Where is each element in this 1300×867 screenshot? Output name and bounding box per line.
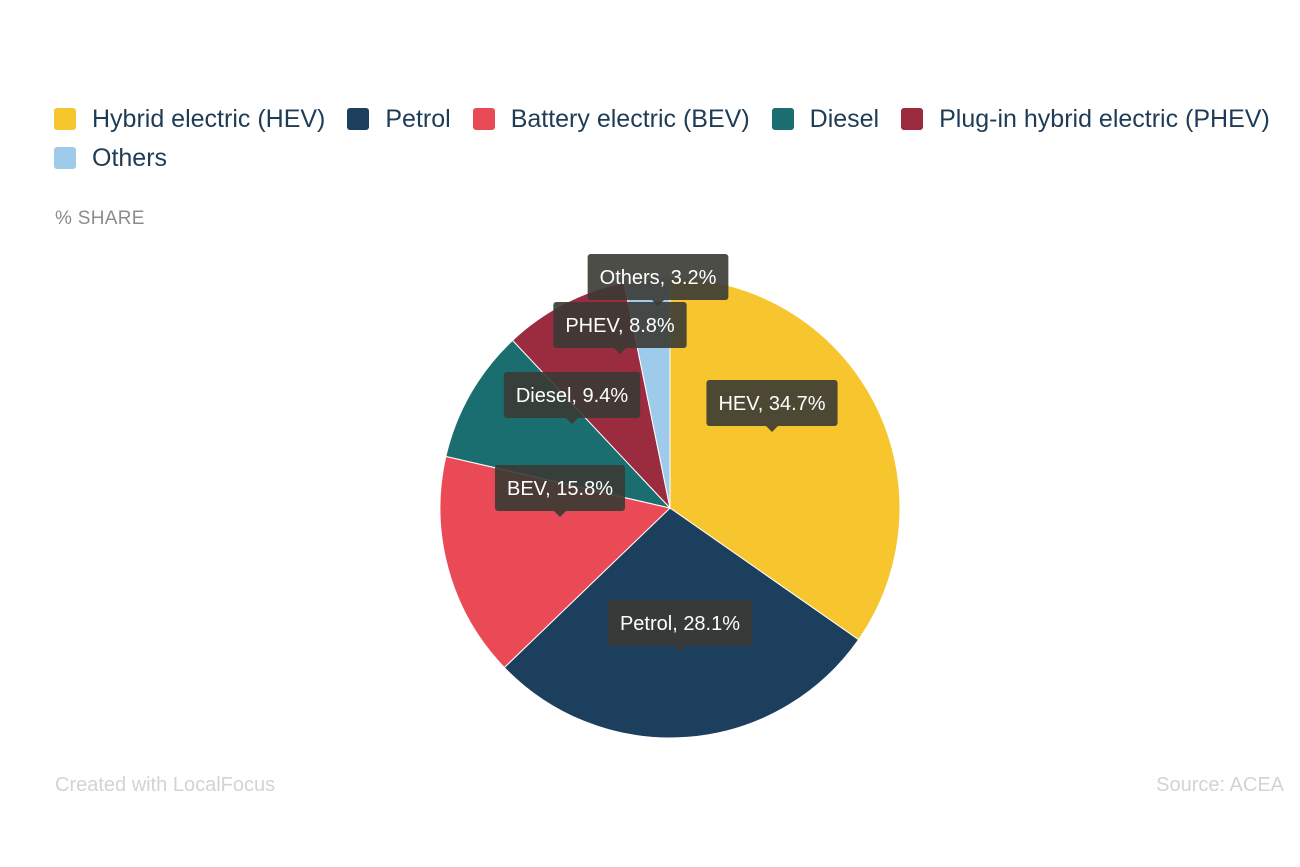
legend-label-phev: Plug-in hybrid electric (PHEV) [939, 105, 1270, 133]
legend-item-bev[interactable]: Battery electric (BEV) [472, 105, 750, 133]
data-label-text-diesel: Diesel, 9.4% [516, 385, 628, 407]
legend-item-phev[interactable]: Plug-in hybrid electric (PHEV) [901, 106, 1270, 132]
data-label-pointer-hev [766, 426, 778, 432]
data-label-pointer-diesel [566, 418, 578, 424]
data-label-pointer-phev [614, 348, 626, 354]
data-label-petrol: Petrol, 28.1% [607, 600, 753, 652]
legend-label-petrol: Petrol [385, 105, 451, 133]
legend-swatch-diesel [771, 108, 794, 130]
data-label-diesel: Diesel, 9.4% [503, 372, 641, 424]
data-label-text-phev: PHEV, 8.8% [565, 315, 675, 337]
legend-item-others[interactable]: Others [54, 145, 167, 171]
legend-item-petrol[interactable]: Petrol [347, 105, 451, 133]
data-label-text-bev: BEV, 15.8% [507, 478, 613, 500]
pie-slice-hev[interactable] [669, 277, 901, 641]
data-label-bev: BEV, 15.8% [494, 465, 626, 517]
legend-label-diesel: Diesel [809, 105, 880, 133]
data-label-box-others [587, 254, 729, 300]
data-label-text-hev: HEV, 34.7% [718, 393, 825, 415]
data-label-pointer-petrol [674, 646, 686, 652]
legend-swatch-hev [54, 108, 76, 130]
data-label-pointer-bev [554, 511, 566, 517]
data-label-box-bev [494, 465, 626, 511]
data-label-text-petrol: Petrol, 28.1% [620, 613, 740, 635]
legend-swatch-petrol [347, 108, 370, 130]
legend-label-bev: Battery electric (BEV) [510, 105, 750, 133]
legend-swatch-others [54, 147, 76, 169]
data-label-others: Others, 3.2% [587, 254, 729, 306]
chart-legend: Hybrid electric (HEV) Petrol Battery ele… [54, 106, 1284, 171]
data-label-box-hev [706, 380, 838, 426]
footer-credit: Created with LocalFocus [55, 774, 276, 796]
data-label-box-phev [553, 302, 687, 348]
legend-label-others: Others [92, 144, 168, 172]
data-label-hev: HEV, 34.7% [706, 380, 838, 432]
legend-label-hev: Hybrid electric (HEV) [92, 105, 326, 133]
axis-label: % SHARE [55, 208, 145, 229]
data-label-pointer-others [652, 300, 664, 306]
data-label-phev: PHEV, 8.8% [553, 302, 687, 354]
pie-labels: HEV, 34.7% Petrol, 28.1% BEV, 15.8% Diesel,… [494, 254, 838, 652]
legend-item-hev[interactable]: Hybrid electric (HEV) [54, 106, 325, 132]
data-label-box-petrol [607, 600, 753, 646]
data-label-text-others: Others, 3.2% [600, 267, 717, 289]
legend-swatch-bev [472, 108, 495, 130]
legend-swatch-phev [901, 108, 924, 130]
footer-source: Source: ACEA [1156, 774, 1284, 796]
data-label-box-diesel [503, 372, 641, 418]
legend-item-diesel[interactable]: Diesel [771, 105, 880, 133]
